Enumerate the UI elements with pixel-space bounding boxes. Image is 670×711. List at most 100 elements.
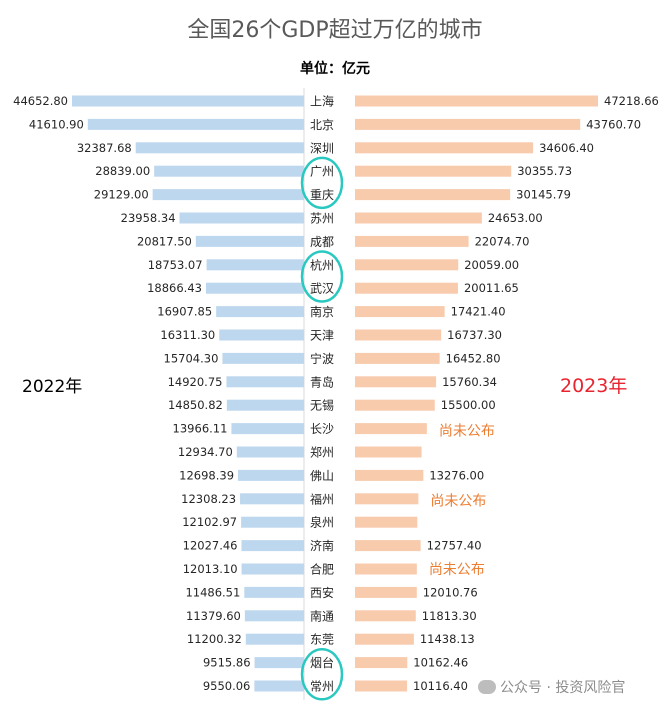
value-label-2022-20: 12013.10 (183, 562, 238, 576)
bar-2023-23 (355, 633, 414, 645)
value-label-2022-14: 13966.11 (173, 422, 228, 436)
bar-2022-1 (87, 118, 304, 130)
bar-2023-18 (355, 516, 418, 528)
value-label-2022-1: 41610.90 (29, 117, 84, 131)
bar-2022-22 (244, 610, 304, 622)
value-label-2022-12: 14920.75 (168, 375, 223, 389)
bar-2023-1 (355, 118, 581, 130)
city-label-2: 深圳 (310, 141, 334, 155)
bar-2022-25 (254, 680, 304, 692)
bar-2022-21 (244, 586, 304, 598)
bar-2023-16 (355, 469, 424, 481)
bar-2022-16 (238, 469, 304, 481)
wechat-icon (478, 680, 496, 694)
city-label-6: 成都 (310, 235, 334, 249)
value-label-2022-5: 23958.34 (121, 211, 176, 225)
city-label-17: 福州 (310, 491, 334, 506)
value-label-2023-24: 10162.46 (413, 656, 468, 670)
value-label-2022-4: 29129.00 (94, 188, 149, 202)
value-label-2022-9: 16907.85 (157, 305, 212, 319)
bar-2023-17 (355, 493, 419, 505)
bar-2023-22 (355, 610, 416, 622)
value-label-2023-12: 15760.34 (442, 375, 497, 389)
series-label-2023: 2023年 (560, 375, 628, 397)
bar-2022-8 (205, 282, 304, 294)
value-label-2023-21: 12010.76 (423, 585, 478, 599)
bar-2023-13 (355, 399, 435, 411)
city-label-18: 泉州 (310, 516, 334, 530)
unit-label: 单位：亿元 (300, 61, 370, 77)
value-label-2023-19: 12757.40 (427, 539, 482, 553)
bar-2023-2 (355, 142, 534, 154)
not-published-annotation-2: 尚未公布 (429, 562, 485, 578)
watermark: 公众号 · 投资风险官 (478, 677, 625, 697)
bar-2023-12 (355, 376, 437, 388)
city-label-3: 广州 (310, 165, 334, 179)
bar-2023-5 (355, 212, 482, 224)
highlight-circle-2 (300, 648, 344, 701)
value-label-2022-17: 12308.23 (181, 492, 236, 506)
bar-2022-19 (241, 540, 304, 552)
value-label-2023-3: 30355.73 (517, 164, 572, 178)
value-label-2022-18: 12102.97 (182, 515, 237, 529)
bar-2022-13 (226, 399, 304, 411)
value-label-2022-25: 9550.06 (203, 679, 251, 693)
bar-2022-10 (219, 329, 304, 341)
bar-2023-3 (355, 165, 512, 177)
city-label-16: 佛山 (310, 469, 334, 483)
value-label-2023-2: 34606.40 (539, 141, 594, 155)
highlight-circle-1 (300, 250, 344, 303)
value-label-2023-9: 17421.40 (451, 305, 506, 319)
value-label-2023-7: 20059.00 (464, 258, 519, 272)
chart-title: 全国26个GDP超过万亿的城市 (187, 18, 483, 43)
value-label-2022-22: 11379.60 (186, 609, 241, 623)
value-label-2022-6: 20817.50 (137, 234, 192, 248)
bar-2023-24 (355, 657, 408, 669)
value-label-2023-8: 20011.65 (464, 281, 519, 295)
city-label-11: 宁波 (310, 351, 334, 366)
value-label-2023-10: 16737.30 (447, 328, 502, 342)
value-label-2023-6: 22074.70 (475, 234, 530, 248)
city-label-0: 上海 (310, 94, 334, 109)
value-label-2022-16: 12698.39 (179, 468, 234, 482)
bar-2022-17 (240, 493, 304, 505)
bar-2023-0 (355, 95, 598, 107)
value-label-2022-2: 32387.68 (77, 141, 132, 155)
highlight-circle-0 (300, 156, 344, 210)
not-published-annotation-0: 尚未公布 (439, 423, 495, 439)
bar-2022-2 (135, 142, 304, 154)
value-label-2023-1: 43760.70 (586, 117, 641, 131)
value-label-2023-13: 15500.00 (441, 398, 496, 412)
value-label-2023-4: 30145.79 (516, 188, 571, 202)
bar-2022-14 (231, 423, 304, 435)
city-label-24: 烟台 (310, 655, 334, 670)
not-published-annotation-1: 尚未公布 (430, 494, 486, 510)
city-label-4: 重庆 (310, 188, 334, 202)
bar-2023-11 (355, 352, 440, 364)
value-label-2022-11: 15704.30 (164, 351, 219, 365)
city-label-13: 无锡 (310, 398, 334, 413)
bar-2023-25 (355, 680, 408, 692)
value-label-2023-11: 16452.80 (446, 351, 501, 365)
bar-2023-9 (355, 306, 445, 318)
city-label-5: 苏州 (310, 212, 334, 226)
bar-2022-23 (245, 633, 304, 645)
value-label-2023-0: 47218.66 (604, 94, 659, 108)
bar-2022-12 (226, 376, 304, 388)
city-label-7: 杭州 (310, 257, 334, 272)
value-label-2022-10: 16311.30 (160, 328, 215, 342)
city-label-1: 北京 (310, 118, 334, 132)
bar-2023-8 (355, 282, 458, 294)
value-label-2022-3: 28839.00 (95, 164, 150, 178)
bar-2022-6 (195, 235, 304, 247)
value-label-2022-19: 12027.46 (183, 539, 238, 553)
value-label-2023-23: 11438.13 (420, 632, 475, 646)
city-label-14: 长沙 (310, 422, 334, 436)
city-label-12: 青岛 (310, 374, 334, 389)
watermark-text: 公众号 · 投资风险官 (500, 680, 626, 696)
bar-2022-5 (179, 212, 304, 224)
value-label-2022-7: 18753.07 (148, 258, 203, 272)
bar-2022-4 (152, 189, 304, 201)
bar-2022-3 (154, 165, 304, 177)
